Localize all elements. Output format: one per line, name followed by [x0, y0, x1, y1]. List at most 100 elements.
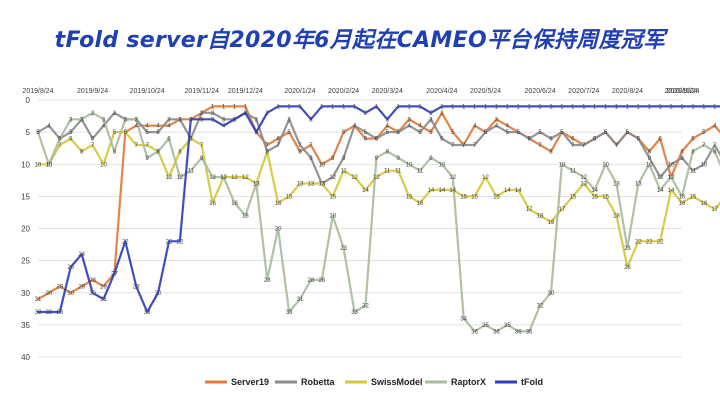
data-label-raptorx: 3 [135, 117, 139, 123]
data-label-raptorx: 36 [526, 329, 533, 335]
data-label-robetta: 7 [473, 143, 477, 149]
data-label-tfold: 2 [244, 111, 248, 117]
data-label-server19: 5 [560, 130, 564, 136]
data-label-server19: 12 [668, 175, 675, 181]
data-label-swissmodel: 19 [548, 220, 555, 226]
y-tick-label: 20 [21, 225, 30, 234]
data-label-server19: 3 [189, 117, 193, 123]
data-label-raptorx: 12 [209, 175, 216, 181]
data-label-tfold: 1 [320, 104, 324, 110]
data-label-raptorx: 33 [351, 310, 358, 316]
data-label-tfold: 1 [626, 104, 630, 110]
data-label-robetta: 3 [222, 117, 226, 123]
data-label-swissmodel: 12 [166, 175, 173, 181]
data-label-tfold: 3 [233, 117, 237, 123]
data-label-raptorx: 15 [679, 194, 686, 200]
data-label-tfold: 1 [571, 104, 575, 110]
data-label-swissmodel: 13 [318, 182, 325, 188]
data-label-swissmodel: 8 [266, 149, 270, 155]
data-label-robetta: 7 [713, 143, 717, 149]
data-label-raptorx: 9 [200, 156, 204, 162]
data-label-server19: 5 [124, 130, 128, 136]
legend-label-swissmodel: SwissModel [371, 377, 423, 387]
data-label-tfold: 1 [473, 104, 477, 110]
data-label-raptorx: 34 [460, 316, 467, 322]
data-label-server19: 6 [571, 137, 575, 143]
data-label-tfold: 2 [364, 111, 368, 117]
data-label-robetta: 3 [255, 117, 259, 123]
data-label-robetta: 6 [189, 137, 193, 143]
x-tick-label: 2020/2/24 [328, 88, 359, 95]
data-label-swissmodel: 16 [679, 201, 686, 207]
data-label-server19: 8 [549, 149, 553, 155]
data-label-server19: 6 [375, 137, 379, 143]
data-label-swissmodel: 15 [591, 194, 598, 200]
data-label-swissmodel: 15 [570, 194, 577, 200]
data-label-tfold: 1 [604, 104, 608, 110]
data-label-server19: 5 [342, 130, 346, 136]
data-label-server19: 9 [331, 156, 335, 162]
data-label-server19: 2 [440, 111, 444, 117]
x-tick-label: 2019/8/24 [22, 88, 53, 95]
data-label-server19: 1 [244, 104, 248, 110]
data-label-raptorx: 12 [220, 175, 227, 181]
data-label-raptorx: 13 [635, 182, 642, 188]
data-label-robetta: 7 [462, 143, 466, 149]
data-label-server19: 5 [604, 130, 608, 136]
data-label-robetta: 7 [276, 143, 280, 149]
data-label-robetta: 5 [364, 130, 368, 136]
data-label-swissmodel: 16 [700, 201, 707, 207]
data-label-tfold: 2 [429, 111, 433, 117]
data-label-tfold: 1 [451, 104, 455, 110]
legend-label-server19: Server19 [231, 377, 269, 387]
data-label-server19: 5 [255, 130, 259, 136]
data-label-robetta: 11 [690, 169, 697, 175]
data-label-robetta: 5 [397, 130, 401, 136]
data-label-swissmodel: 7 [200, 143, 204, 149]
data-label-robetta: 5 [156, 130, 160, 136]
data-label-tfold: 30 [155, 291, 162, 297]
data-label-tfold: 2 [266, 111, 270, 117]
data-label-robetta: 7 [571, 143, 575, 149]
data-label-server19: 4 [135, 124, 139, 130]
data-label-swissmodel: 5 [113, 130, 117, 136]
data-label-raptorx: 2 [91, 111, 95, 117]
data-label-robetta: 3 [429, 117, 433, 123]
data-label-tfold: 1 [615, 104, 619, 110]
data-label-raptorx: 13 [253, 182, 260, 188]
data-label-swissmodel: 11 [341, 169, 348, 175]
data-label-server19: 3 [495, 117, 499, 123]
data-label-tfold: 1 [538, 104, 542, 110]
data-label-robetta: 2 [244, 111, 248, 117]
data-label-robetta: 5 [560, 130, 564, 136]
data-label-robetta: 3 [167, 117, 171, 123]
data-label-robetta: 5 [386, 130, 390, 136]
data-label-robetta: 6 [593, 137, 597, 143]
data-label-raptorx: 20 [275, 227, 282, 233]
data-label-raptorx: 18 [329, 214, 336, 220]
data-label-server19: 6 [276, 137, 280, 143]
data-label-robetta: 10 [700, 162, 707, 168]
data-label-robetta: 2 [211, 111, 215, 117]
data-label-raptorx: 8 [113, 149, 117, 155]
data-label-tfold: 1 [702, 104, 706, 110]
data-label-server19: 30 [67, 291, 74, 297]
data-label-swissmodel: 16 [209, 201, 216, 207]
data-label-robetta: 3 [80, 117, 84, 123]
data-label-server19: 5 [451, 130, 455, 136]
data-label-tfold: 1 [691, 104, 695, 110]
data-label-swissmodel: 12 [231, 175, 238, 181]
data-label-raptorx: 36 [493, 329, 500, 335]
data-label-server19: 1 [233, 104, 237, 110]
data-label-raptorx: 36 [471, 329, 478, 335]
data-label-raptorx: 32 [362, 304, 369, 310]
data-label-robetta: 6 [440, 137, 444, 143]
data-label-raptorx: 9 [429, 156, 433, 162]
data-label-swissmodel: 15 [329, 194, 336, 200]
data-label-server19: 4 [167, 124, 171, 130]
data-label-server19: 27 [111, 271, 118, 277]
data-label-tfold: 3 [211, 117, 215, 123]
data-label-server19: 5 [626, 130, 630, 136]
data-label-server19: 3 [407, 117, 411, 123]
